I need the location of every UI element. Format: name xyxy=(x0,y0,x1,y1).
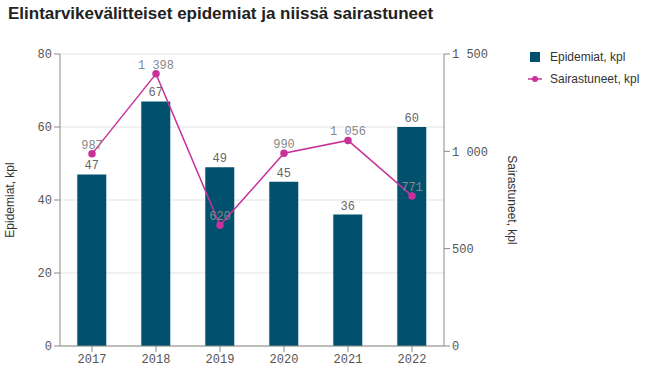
svg-text:2020: 2020 xyxy=(270,353,299,367)
svg-text:Sairastuneet, kpl: Sairastuneet, kpl xyxy=(505,155,519,244)
svg-text:47: 47 xyxy=(85,159,99,173)
svg-text:80: 80 xyxy=(38,48,52,62)
svg-text:2019: 2019 xyxy=(206,353,235,367)
html-text:Epidemiat, kpl: Epidemiat, kpl xyxy=(550,50,626,64)
svg-text:20: 20 xyxy=(38,267,52,281)
svg-text:1 000: 1 000 xyxy=(452,146,488,160)
svg-text:990: 990 xyxy=(273,138,295,152)
svg-text:2017: 2017 xyxy=(78,353,107,367)
svg-text:60: 60 xyxy=(405,112,419,126)
svg-text:Epidemiat, kpl: Epidemiat, kpl xyxy=(8,162,17,237)
svg-text:2018: 2018 xyxy=(142,353,171,367)
svg-text:45: 45 xyxy=(277,167,291,181)
svg-text:1 398: 1 398 xyxy=(138,59,174,73)
svg-text:36: 36 xyxy=(341,200,355,214)
svg-text:40: 40 xyxy=(38,194,52,208)
svg-text:49: 49 xyxy=(213,152,227,166)
html-text:Elintarvikevälitteiset epidemi: Elintarvikevälitteiset epidemiat ja niis… xyxy=(8,4,434,23)
svg-text:60: 60 xyxy=(38,121,52,135)
svg-text:2022: 2022 xyxy=(398,353,427,367)
svg-text:771: 771 xyxy=(401,181,423,195)
html-text:Sairastuneet, kpl: Sairastuneet, kpl xyxy=(550,72,640,86)
svg-text:0: 0 xyxy=(45,340,52,354)
svg-text:500: 500 xyxy=(452,243,474,257)
svg-text:987: 987 xyxy=(81,139,103,153)
svg-text:1 500: 1 500 xyxy=(452,48,488,62)
svg-text:0: 0 xyxy=(452,340,459,354)
svg-text:67: 67 xyxy=(149,86,163,100)
svg-text:1 056: 1 056 xyxy=(330,125,366,139)
svg-text:2021: 2021 xyxy=(334,353,363,367)
svg-text:620: 620 xyxy=(209,210,231,224)
